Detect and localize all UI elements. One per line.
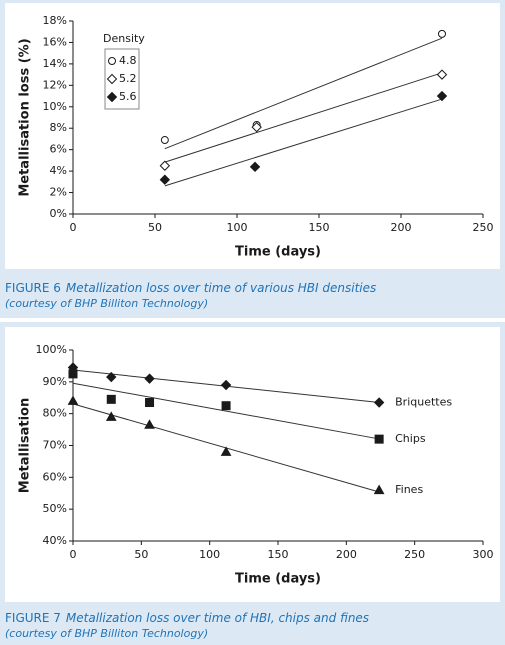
legend-box <box>104 48 140 110</box>
point <box>249 161 261 173</box>
point <box>105 411 117 421</box>
y-tick-label: 6% <box>50 143 67 156</box>
point <box>436 69 448 80</box>
figure-label: FIGURE 7 <box>5 611 61 625</box>
point <box>67 395 79 405</box>
x-tick-label: 200 <box>336 548 357 561</box>
chart-area <box>5 327 500 602</box>
y-axis-title: Metallisation loss (%) <box>18 38 33 196</box>
caption: FIGURE 6 Metallization loss over time of … <box>5 281 376 295</box>
legend-label: 4.8 <box>119 54 137 67</box>
legend-marker <box>108 57 116 65</box>
point <box>220 379 232 391</box>
x-tick-label: 200 <box>391 221 412 234</box>
trend-line <box>164 72 443 163</box>
caption: FIGURE 7 Metallization loss over time of … <box>5 611 369 625</box>
y-tick-label: 100% <box>36 343 67 356</box>
legend-label: 5.2 <box>119 72 137 85</box>
point <box>374 434 384 444</box>
x-tick-label: 250 <box>404 548 425 561</box>
y-tick-label: 12% <box>43 78 67 91</box>
series-label: Briquettes <box>395 396 452 409</box>
point <box>220 446 232 456</box>
point <box>373 397 385 408</box>
x-axis-title: Time (days) <box>235 245 321 260</box>
credit: (courtesy of BHP Billiton Technology) <box>5 627 208 640</box>
legend-label: 5.6 <box>119 90 137 103</box>
x-tick-label: 50 <box>134 548 148 561</box>
point <box>106 371 117 383</box>
x-tick-label: 50 <box>148 221 162 234</box>
y-tick-label: 40% <box>43 534 67 547</box>
trend-line <box>72 382 380 440</box>
y-tick-label: 60% <box>43 470 67 483</box>
y-axis-title: Metallisation <box>18 398 33 493</box>
chart-area <box>5 3 500 269</box>
point <box>160 136 169 145</box>
y-tick-label: 2% <box>50 186 67 199</box>
y-tick-label: 18% <box>43 14 67 27</box>
legend-marker <box>106 73 118 85</box>
y-tick-label: 70% <box>43 439 67 452</box>
caption-text: Metallization loss over time of various … <box>66 281 376 295</box>
y-tick-label: 16% <box>43 35 67 48</box>
y-tick-label: 14% <box>43 57 67 70</box>
y-tick-label: 10% <box>43 100 67 113</box>
trend-line <box>164 37 443 150</box>
x-tick-label: 150 <box>309 221 330 234</box>
point <box>106 394 116 404</box>
point <box>68 369 78 379</box>
y-tick-label: 50% <box>43 502 67 515</box>
x-tick-label: 100 <box>227 221 248 234</box>
point <box>251 121 262 133</box>
point <box>144 419 155 429</box>
legend-title: Density <box>103 32 145 45</box>
point <box>438 29 446 38</box>
x-tick-label: 0 <box>70 221 77 234</box>
y-tick-label: 90% <box>43 375 67 388</box>
y-tick-label: 0% <box>50 207 67 220</box>
y-tick-label: 4% <box>50 164 67 177</box>
point <box>145 398 155 408</box>
point <box>159 174 171 185</box>
figure-label: FIGURE 6 <box>5 281 61 295</box>
trend-line <box>164 98 443 187</box>
series-label: Fines <box>395 483 423 496</box>
y-tick-label: 8% <box>50 121 67 134</box>
point <box>373 484 385 495</box>
x-tick-label: 150 <box>268 548 289 561</box>
x-axis-title: Time (days) <box>235 572 321 587</box>
x-tick-label: 0 <box>70 548 77 561</box>
x-tick-label: 250 <box>473 221 494 234</box>
x-tick-label: 300 <box>473 548 494 561</box>
point <box>221 401 231 411</box>
y-tick-label: 80% <box>43 407 67 420</box>
point <box>144 373 155 384</box>
point <box>436 90 448 102</box>
series-label: Chips <box>395 432 426 445</box>
legend-marker <box>106 91 118 103</box>
x-tick-label: 100 <box>199 548 220 561</box>
point <box>159 160 171 171</box>
caption-text: Metallization loss over time of HBI, chi… <box>66 611 369 625</box>
credit: (courtesy of BHP Billiton Technology) <box>5 297 208 310</box>
